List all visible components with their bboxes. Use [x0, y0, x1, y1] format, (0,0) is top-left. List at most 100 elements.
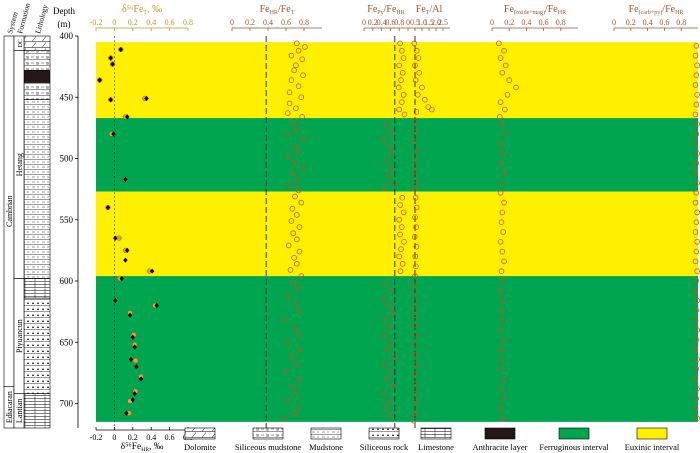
- redox-band-ferruginous-1: [96, 118, 698, 192]
- formation-cell-3: [13, 393, 25, 429]
- legend-swatch-siliceous_rock: [368, 427, 400, 440]
- fepy_fehr-point-3: [396, 62, 403, 69]
- fehr_fet-point-52: [297, 346, 304, 353]
- fepy_fehr-point-38: [386, 324, 393, 331]
- fepy_fehr-point-43: [382, 361, 388, 368]
- stratigraphic-column: Cambrian Ediacaran DC Hetang Piyuancun Lantia…: [3, 2, 51, 429]
- fecarb_fehr-title-sub2: HR: [558, 10, 566, 16]
- fehr_fet-point-39: [291, 254, 297, 261]
- d56fe-s1-point-23: [132, 391, 137, 397]
- fet_al-point-12: [412, 118, 418, 125]
- fepy_fehr-top-tick-label-2: 0.4: [377, 18, 387, 27]
- d56fe-top-tick-label-1: 0: [112, 18, 116, 27]
- fepy_fehr-point-45: [384, 376, 390, 382]
- legend-label-anthracite: Anthracite layer: [473, 442, 528, 452]
- fehr_fet-point-16: [289, 118, 296, 125]
- fet_al-point-27: [413, 263, 419, 270]
- fehr_fet-point-12: [286, 100, 293, 107]
- fet_al-point-31: [412, 302, 419, 309]
- fehr_fet-point-6: [291, 67, 297, 74]
- fehr_fet-point-51: [284, 339, 290, 346]
- fecarb_fehr-point-2: [497, 55, 504, 61]
- d56fe-top-tick-label-4: 0.6: [165, 18, 175, 27]
- fe_carb_py-point-31: [692, 346, 699, 353]
- d56fe-bottom-title-suffix: , ‰: [149, 442, 164, 452]
- fepy_fehr-point-40: [388, 339, 395, 346]
- d56fe-s1-point-16: [113, 298, 118, 304]
- d56fe-top-tick-label-3: 0.4: [146, 18, 156, 27]
- fehr_fet-title-base: Fe: [260, 4, 271, 15]
- fe_carb_py-top-tick-label-4: 0.8: [676, 18, 686, 27]
- fepy_fehr-point-8: [399, 99, 405, 105]
- fet_al-point-25: [413, 243, 420, 250]
- fecarb_fehr-point-31: [499, 317, 506, 324]
- fehr_fet-point-38: [296, 248, 303, 255]
- fehr_fet-title-sub: HR: [270, 10, 278, 16]
- d56fe-s1-point-4: [144, 95, 149, 102]
- fet_al-point-24: [411, 234, 418, 240]
- fepy_fehr-point-1: [399, 47, 405, 54]
- d56fe-bottom-tick-label-1: 0: [112, 433, 116, 442]
- fehr_fet-point-29: [292, 193, 298, 200]
- legend-swatch-limestone: [420, 427, 452, 440]
- fepy_fehr-title-sub2: HR: [396, 10, 404, 16]
- fet_al-point-34: [413, 332, 419, 338]
- fepy_fehr-top-tick-label-3: 0.6: [385, 18, 395, 27]
- d56fe-s1-point-25: [124, 410, 129, 416]
- legend-swatch-mudstone: [310, 427, 342, 440]
- fehr_fet-point-22: [285, 153, 292, 159]
- d56fe-s1-point-1: [108, 55, 113, 61]
- fe_carb_py-point-4: [692, 82, 699, 88]
- fehr_fet-point-37: [285, 242, 292, 249]
- fecarb_fehr-title-sub: (oxide+mag): [514, 9, 545, 16]
- fepy_fehr-point-46: [390, 383, 396, 390]
- d56fe-top-tick-label-5: 0.8: [183, 18, 193, 27]
- fepy_fehr-point-26: [397, 231, 403, 238]
- fet_al-point-19: [411, 185, 418, 191]
- fet_al-point-29: [410, 283, 417, 289]
- fecarb_fehr-point-21: [498, 219, 505, 226]
- d56fe-s0-point-18: [132, 358, 139, 364]
- fecarb_fehr-point-16: [502, 170, 508, 177]
- system-label-1: Ediacaran: [5, 391, 14, 423]
- fet_al-top-tick-label-1: 0.5: [410, 18, 420, 27]
- fehr_fet-point-58: [293, 390, 299, 397]
- fe_carb_py-point-6: [693, 101, 700, 108]
- fet_al-point-2: [415, 55, 422, 61]
- depth-tick-label-550: 550: [60, 215, 74, 225]
- legend-label-siliceous_mudstone: Siliceous mudstone: [235, 442, 302, 452]
- fe_carb_py-point-12: [693, 160, 700, 167]
- fe_carb_py-title-suffix: /Fe: [662, 4, 675, 15]
- fet_al-point-15: [413, 148, 420, 154]
- redox-bands: [96, 42, 698, 422]
- fecarb_fehr-point-14: [500, 150, 506, 157]
- fehr_fet-point-61: [291, 410, 297, 417]
- fet_al-point-30: [411, 292, 418, 299]
- fecarb_fehr-title-suffix: /Fe: [545, 4, 558, 15]
- fepy_fehr-point-33: [387, 287, 394, 294]
- fehr_fet-point-13: [293, 105, 299, 112]
- fecarb_fehr-point-40: [497, 405, 504, 412]
- lithology-siliceous_rock-6: [23, 297, 51, 394]
- fe_carb_py-title-base: Fe: [629, 4, 640, 15]
- fehr_fet-point-53: [289, 354, 296, 360]
- d56fe-s1-point-9: [105, 204, 111, 211]
- fet_al-point-37: [413, 361, 420, 368]
- fe_carb_py-top-tick-label-1: 0.2: [626, 18, 636, 27]
- fepy_fehr-point-30: [399, 261, 406, 267]
- legend-swatch-ferruginous: [558, 427, 590, 440]
- fehr_fet-point-19: [300, 136, 306, 142]
- fet_al-point-1: [413, 47, 420, 54]
- fet_al-point-40: [412, 390, 418, 397]
- fehr_fet-point-7: [300, 72, 306, 78]
- fe_carb_py-point-0: [693, 42, 700, 49]
- fe_carb_py-point-21: [693, 248, 700, 255]
- formation-label-3: Lantian: [15, 399, 24, 423]
- fe_carb_py-point-27: [693, 307, 700, 314]
- fehr_fet-point-34: [296, 224, 303, 230]
- d56fe-title-suffix: , ‰: [147, 4, 162, 15]
- fehr_fet-point-54: [293, 361, 300, 368]
- fepy_fehr-point-0: [397, 40, 403, 47]
- fepy_fehr-point-22: [397, 202, 403, 208]
